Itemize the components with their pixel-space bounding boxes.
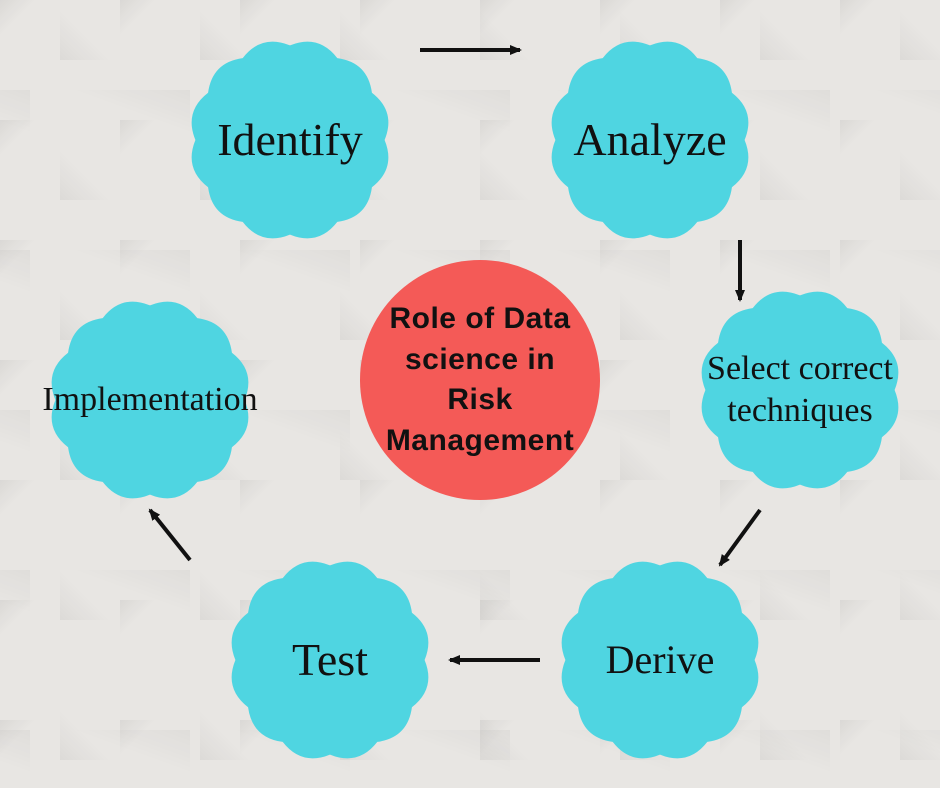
node-derive-label: Derive — [592, 635, 729, 685]
node-select: Select correct techniques — [690, 280, 910, 500]
node-derive: Derive — [550, 550, 770, 770]
node-implementation-label: Implementation — [28, 379, 271, 422]
arrow-test-implementation — [150, 510, 190, 560]
node-identify: Identify — [180, 30, 400, 250]
center-label: Role of Data science in Risk Management — [360, 299, 600, 461]
node-implementation: Implementation — [40, 290, 260, 510]
node-test-label: Test — [278, 631, 382, 689]
node-identify-label: Identify — [203, 111, 377, 169]
node-select-label: Select correct techniques — [690, 348, 910, 433]
diagram-canvas: Role of Data science in Risk Management … — [0, 0, 940, 788]
node-analyze-label: Analyze — [559, 111, 740, 169]
node-test: Test — [220, 550, 440, 770]
center-node: Role of Data science in Risk Management — [360, 260, 600, 500]
node-analyze: Analyze — [540, 30, 760, 250]
